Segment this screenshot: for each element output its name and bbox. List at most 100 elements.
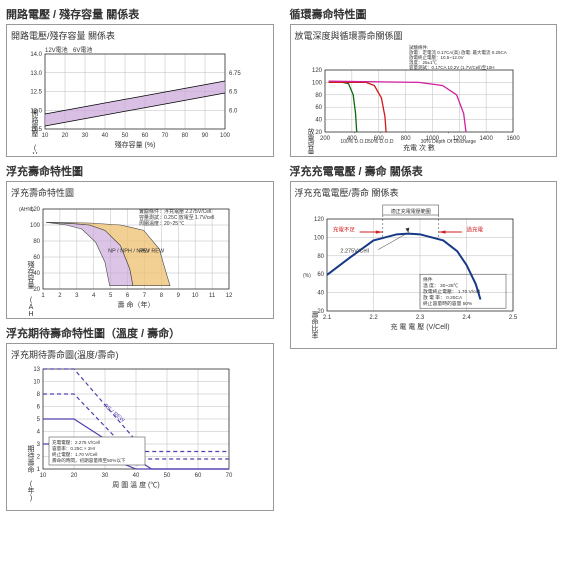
chart-cycle-life: 試驗條件:放電：定電流 0.17CA(高) 放電: 最大電流 0.25CA放電終… <box>295 44 535 154</box>
svg-text:4: 4 <box>37 430 41 436</box>
svg-text:50% D.O.D: 50% D.O.D <box>368 139 394 145</box>
svg-text:條件: 條件 <box>423 276 433 283</box>
svg-text:30% Depth Of Discharge: 30% Depth Of Discharge <box>420 139 476 145</box>
svg-text:50: 50 <box>164 473 171 479</box>
chart-float-life: 12345678910111220406080100120壽 命（年）殘存容量 … <box>11 201 251 316</box>
right-column: 循環壽命特性圖 放電深度與循環壽命關係圖 試驗條件:放電：定電流 0.17CA(… <box>290 6 558 511</box>
svg-text:80: 80 <box>317 254 324 260</box>
svg-text:7: 7 <box>143 293 147 299</box>
svg-text:13: 13 <box>33 367 40 373</box>
svg-text:12: 12 <box>226 293 233 299</box>
svg-text:5: 5 <box>37 417 41 423</box>
svg-text:10: 10 <box>40 473 47 479</box>
svg-text:200: 200 <box>319 136 330 142</box>
svg-text:4: 4 <box>92 293 96 299</box>
section-title: 浮充充電電壓 / 壽命 關係表 <box>290 163 558 179</box>
svg-text:6.0: 6.0 <box>229 108 238 114</box>
svg-text:放 電 率： 0.25CA: 放 電 率： 0.25CA <box>423 294 463 301</box>
svg-text:40: 40 <box>317 291 324 297</box>
svg-text:過充電: 過充電 <box>466 225 483 233</box>
svg-text:2: 2 <box>58 293 62 299</box>
svg-text:20: 20 <box>71 473 78 479</box>
section-cycle-life: 循環壽命特性圖 放電深度與循環壽命關係圖 試驗條件:放電：定電流 0.17CA(… <box>290 6 558 157</box>
panel: 放電深度與循環壽命關係圖 試驗條件:放電：定電流 0.17CA(高) 放電: 最… <box>290 24 558 157</box>
chart-ocv-capacity: 12V電池6V電池10203040506070809010011.512.012… <box>11 44 251 154</box>
svg-text:70: 70 <box>226 473 233 479</box>
svg-text:2.1: 2.1 <box>322 315 331 321</box>
section-float-voltage: 浮充充電電壓 / 壽命 關係表 浮充充電電壓/壽命 關係表 2.12.22.32… <box>290 163 558 349</box>
section-title: 開路電壓 / 殘存容量 關係表 <box>6 6 274 22</box>
svg-text:壽命比率: 壽命比率 <box>311 310 318 340</box>
svg-text:(AH%): (AH%) <box>19 207 34 213</box>
svg-text:120: 120 <box>313 217 324 223</box>
left-column: 開路電壓 / 殘存容量 關係表 開路電壓/殘存容量 關係表 12V電池 6V電池 1… <box>6 6 274 511</box>
svg-text:2.275V/Cell: 2.275V/Cell <box>340 249 368 255</box>
svg-text:60: 60 <box>195 473 202 479</box>
section-ocv-capacity: 開路電壓 / 殘存容量 關係表 開路電壓/殘存容量 關係表 12V電池 6V電池 1… <box>6 6 274 157</box>
chart-grid: 開路電壓 / 殘存容量 關係表 開路電壓/殘存容量 關係表 12V電池 6V電池 1… <box>6 6 557 511</box>
svg-text:2.3: 2.3 <box>415 315 424 321</box>
svg-text:30: 30 <box>82 133 89 139</box>
svg-text:40: 40 <box>133 473 140 479</box>
panel-title: 放電深度與循環壽命關係圖 <box>295 29 553 42</box>
svg-text:1600: 1600 <box>506 136 520 142</box>
svg-text:5: 5 <box>109 293 113 299</box>
panel: 浮充壽命特性圖 12345678910111220406080100120壽 命… <box>6 181 274 319</box>
chart-temp-life: 1020304050607012345681013周 圍 溫 度 (℃)期待壽命… <box>11 363 251 508</box>
svg-text:30: 30 <box>102 473 109 479</box>
panel: 浮充充電電壓/壽命 關係表 2.12.22.32.42.520406080100… <box>290 181 558 349</box>
svg-text:開路電壓 (V): 開路電壓 (V) <box>32 109 39 154</box>
chart-float-voltage: 2.12.22.32.42.520406080100120充 電 電 壓 (V/… <box>295 201 535 346</box>
svg-text:放電終止電壓： 1.70 V/cell: 放電終止電壓： 1.70 V/cell <box>423 288 480 295</box>
svg-text:20: 20 <box>62 133 69 139</box>
svg-text:6: 6 <box>37 405 41 411</box>
svg-text:40: 40 <box>102 133 109 139</box>
svg-text:容量測試：0.25C 放電至 1.7V/cell: 容量測試：0.25C 放電至 1.7V/cell <box>139 214 214 221</box>
svg-text:放電容量 (%): 放電容量 (%) <box>307 127 314 154</box>
svg-text:適正充電電壓範圍: 適正充電電壓範圍 <box>390 208 430 215</box>
svg-text:6V電池: 6V電池 <box>73 46 92 54</box>
svg-text:終止容量時的容量 50%: 終止容量時的容量 50% <box>423 300 473 307</box>
svg-text:壽 命（年）: 壽 命（年） <box>118 300 155 309</box>
panel-title: 開路電壓/殘存容量 關係表 <box>11 29 269 42</box>
section-temp-life: 浮充期待壽命特性圖（溫度 / 壽命） 浮充期待壽命圖(溫度/壽命) 102030… <box>6 325 274 511</box>
svg-text:40: 40 <box>315 118 322 124</box>
svg-text:14.0: 14.0 <box>30 52 42 58</box>
svg-text:10: 10 <box>33 380 40 386</box>
svg-text:充電電壓：2.275 V/Cell: 充電電壓：2.275 V/Cell <box>52 439 100 446</box>
svg-text:容量率：0.25C × 2Hr: 容量率：0.25C × 2Hr <box>52 445 96 452</box>
svg-text:2.4: 2.4 <box>462 315 471 321</box>
svg-text:12V電池: 12V電池 <box>45 46 68 54</box>
svg-text:60: 60 <box>142 133 149 139</box>
svg-text:3: 3 <box>37 442 41 448</box>
svg-text:60: 60 <box>317 272 324 278</box>
svg-text:6.5: 6.5 <box>229 90 238 96</box>
section-title: 浮充期待壽命特性圖（溫度 / 壽命） <box>6 325 274 341</box>
svg-text:2: 2 <box>37 455 41 461</box>
svg-text:充電不足: 充電不足 <box>332 225 355 233</box>
svg-text:殘存容量 (AH%): 殘存容量 (AH%) <box>28 260 35 316</box>
svg-text:周 圍 溫 度 (℃): 周 圍 溫 度 (℃) <box>112 480 159 489</box>
section-float-life: 浮充壽命特性圖 浮充壽命特性圖 123456789101112204060801… <box>6 163 274 319</box>
svg-text:8: 8 <box>160 293 164 299</box>
svg-text:終止電壓：1.70 V/Cell: 終止電壓：1.70 V/Cell <box>52 451 97 458</box>
svg-text:實驗條件：浮充電壓 2.275V/Cell: 實驗條件：浮充電壓 2.275V/Cell <box>139 208 211 215</box>
svg-text:12.5: 12.5 <box>30 90 42 96</box>
svg-text:6.75: 6.75 <box>229 71 241 77</box>
svg-text:1: 1 <box>41 293 45 299</box>
svg-text:80: 80 <box>182 133 189 139</box>
svg-text:8: 8 <box>37 392 41 398</box>
svg-text:11: 11 <box>209 293 216 299</box>
svg-text:2.2: 2.2 <box>369 315 378 321</box>
svg-text:80: 80 <box>315 93 322 99</box>
panel: 開路電壓/殘存容量 關係表 12V電池6V電池10203040506070809… <box>6 24 274 157</box>
svg-text:壽命的時間，初期容量降至50%以下: 壽命的時間，初期容量降至50%以下 <box>52 457 126 464</box>
panel-title: 浮充壽命特性圖 <box>11 186 269 199</box>
panel: 浮充期待壽命圖(溫度/壽命) 1020304050607012345681013… <box>6 343 274 511</box>
svg-text:90: 90 <box>202 133 209 139</box>
svg-text:10: 10 <box>192 293 199 299</box>
svg-text:RE / REW: RE / REW <box>139 248 165 254</box>
svg-text:3: 3 <box>75 293 79 299</box>
svg-text:120: 120 <box>311 68 322 74</box>
svg-text:溫 度： 30~25℃: 溫 度： 30~25℃ <box>423 282 459 289</box>
